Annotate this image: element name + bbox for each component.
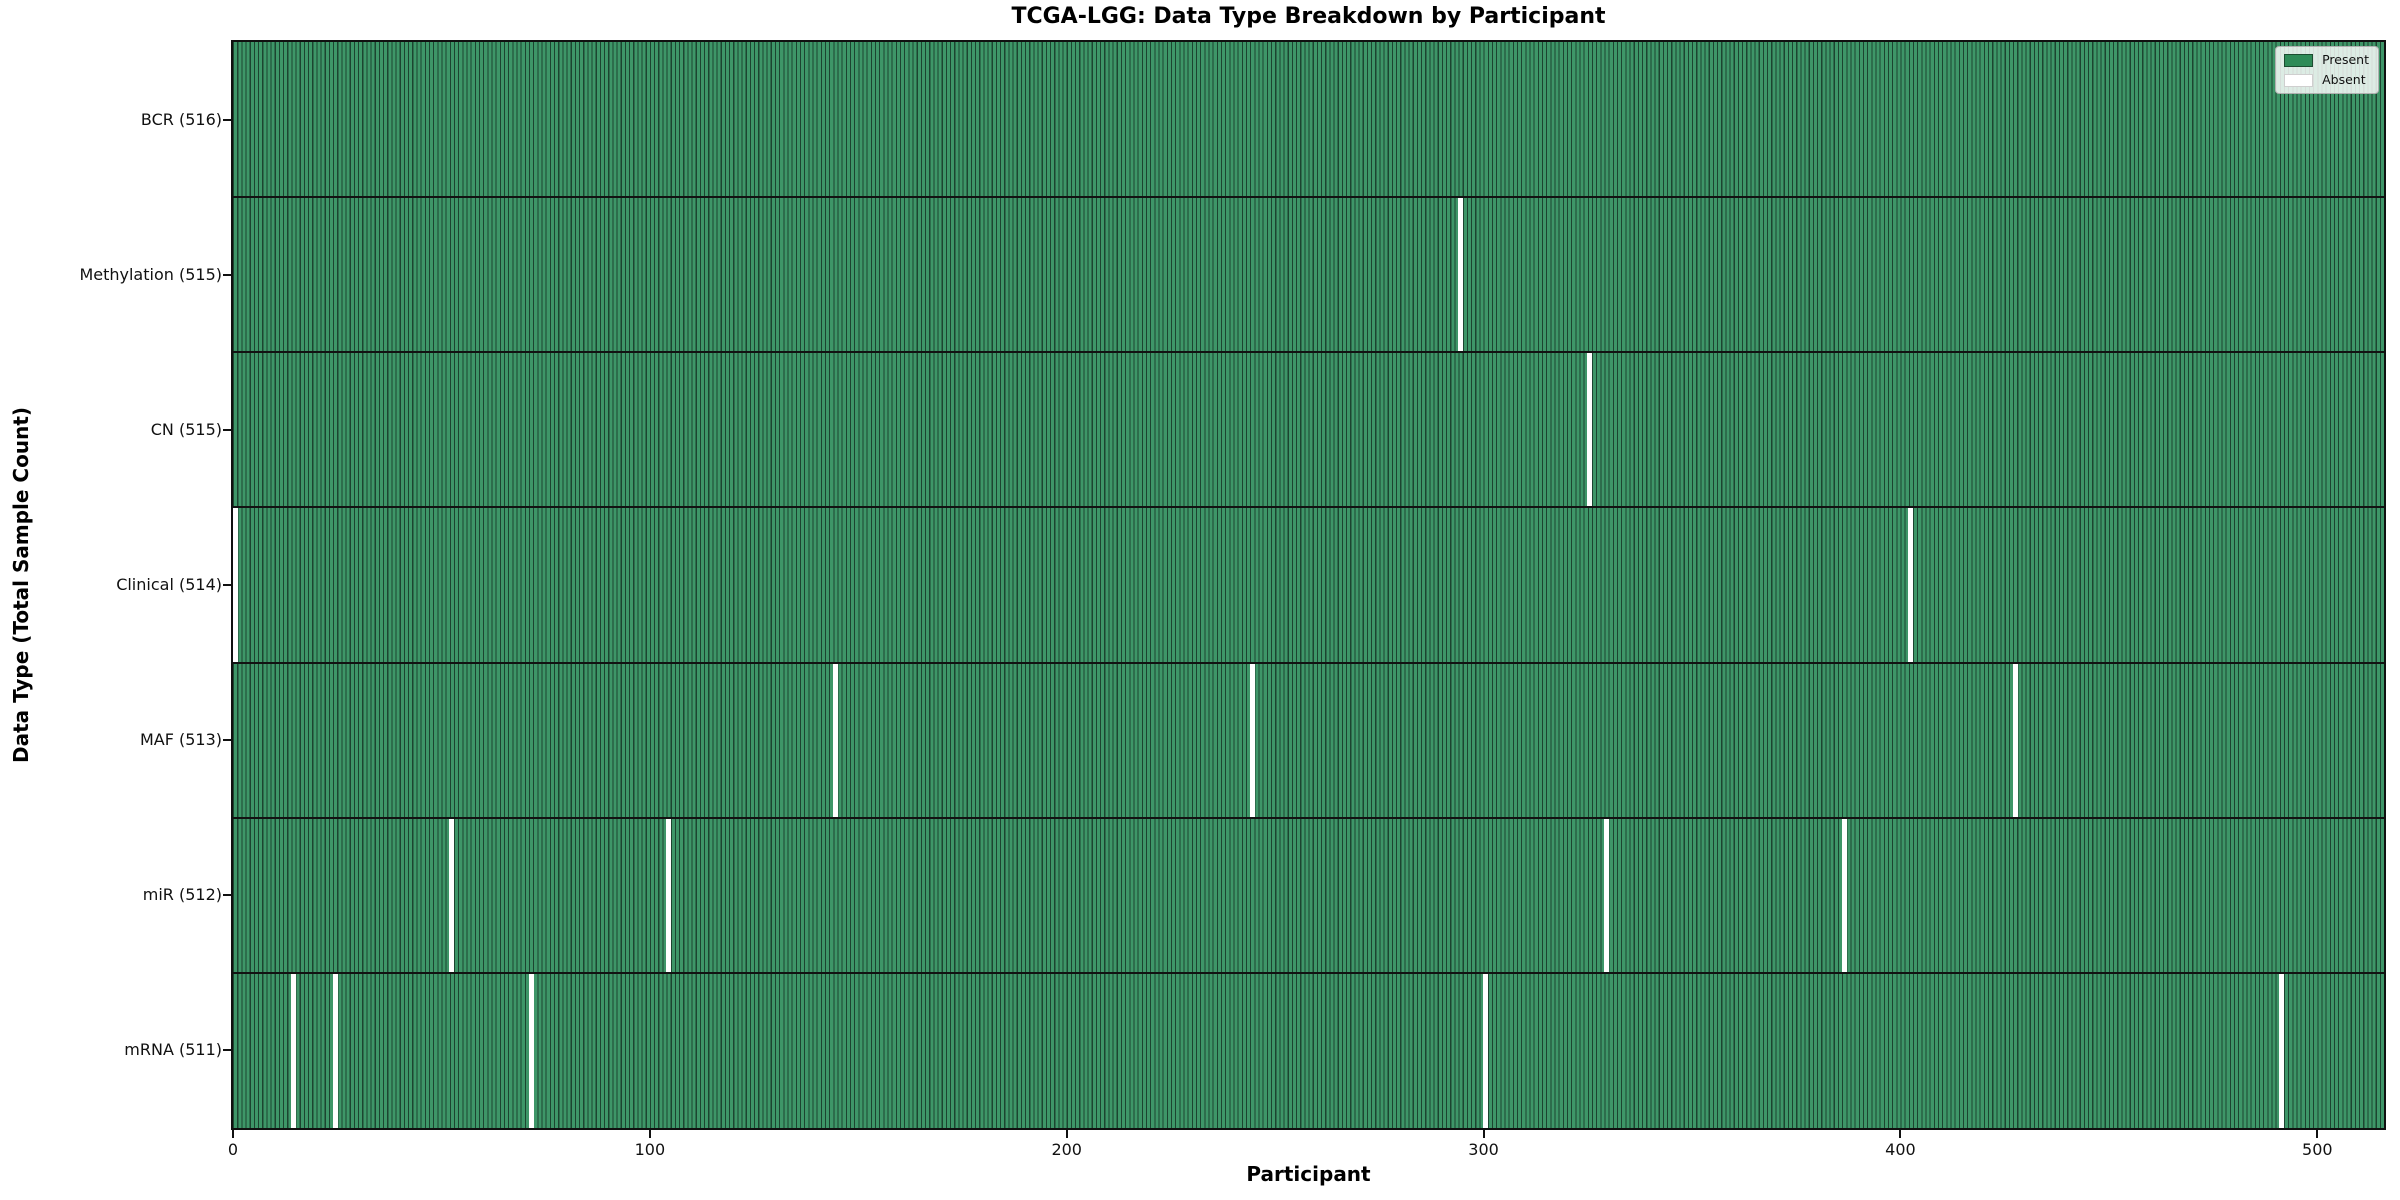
- absent-gap: [233, 507, 239, 663]
- heatmap-row-clinical: [233, 507, 2384, 663]
- y-tick-mark: [223, 584, 231, 586]
- legend-label-absent: Absent: [2322, 72, 2366, 87]
- x-tick-mark: [232, 1130, 234, 1138]
- y-tick-mark: [223, 428, 231, 431]
- x-tick-label: 0: [227, 1140, 239, 1159]
- x-tick-mark: [2316, 1130, 2319, 1138]
- x-tick-label: 100: [634, 1140, 666, 1159]
- heatmap-row-maf: [233, 662, 2384, 818]
- y-tick-label: CN (515): [150, 419, 222, 439]
- heatmap-row-mir: [233, 817, 2384, 973]
- absent-gap: [2012, 662, 2018, 818]
- absent-gap: [832, 662, 838, 818]
- y-tick-label: mRNA (511): [124, 1040, 222, 1060]
- x-tick-mark: [1899, 1130, 1902, 1138]
- row-divider: [233, 816, 2384, 819]
- absent-gap: [332, 972, 338, 1128]
- absent-gap: [1483, 972, 1489, 1128]
- absent-gap: [290, 972, 297, 1128]
- heatmap-row-mrna: [233, 972, 2384, 1128]
- absent-gap: [1458, 197, 1464, 353]
- heatmap-rows-container: [233, 42, 2384, 1128]
- y-tick-label: BCR (516): [140, 109, 222, 129]
- x-axis-label: Participant: [1246, 1162, 1371, 1186]
- absent-gap: [1908, 507, 1914, 663]
- legend-label-present: Present: [2322, 52, 2369, 67]
- absent-gap: [2279, 972, 2285, 1128]
- absent-gap: [1841, 817, 1847, 973]
- legend-item-absent: Absent: [2284, 73, 2369, 87]
- legend-item-present: Present: [2284, 53, 2369, 67]
- heatmap-row-cn: [233, 352, 2384, 508]
- heatmap-row-methylation: [233, 197, 2384, 353]
- row-divider: [233, 971, 2384, 974]
- y-tick-mark: [223, 1049, 231, 1052]
- row-divider: [233, 351, 2384, 354]
- absent-gap: [528, 972, 534, 1128]
- absent-gap: [449, 817, 455, 973]
- y-tick-mark: [223, 273, 231, 276]
- y-tick-label: MAF (513): [139, 730, 222, 750]
- heatmap-row-bcr: [233, 42, 2384, 198]
- legend-swatch-absent-icon: [2284, 73, 2314, 87]
- row-divider: [233, 196, 2384, 199]
- row-divider: [233, 661, 2384, 664]
- x-tick-label: 500: [2302, 1140, 2333, 1159]
- x-tick-mark: [1065, 1130, 1068, 1138]
- absent-gap: [666, 817, 672, 973]
- legend-swatch-present-icon: [2284, 53, 2314, 67]
- absent-gap: [1604, 817, 1610, 973]
- row-divider: [233, 506, 2384, 509]
- x-tick-mark: [1482, 1130, 1485, 1138]
- y-tick-label: miR (512): [142, 885, 222, 905]
- x-tick-label: 200: [1051, 1140, 1082, 1159]
- y-tick-mark: [223, 739, 231, 742]
- y-tick-label: Clinical (514): [116, 575, 222, 594]
- y-tick-label: Methylation (515): [79, 264, 222, 284]
- absent-gap: [1249, 662, 1255, 818]
- y-tick-mark: [223, 118, 231, 121]
- chart-title: TCGA-LGG: Data Type Breakdown by Partici…: [1011, 4, 1606, 29]
- x-tick-mark: [648, 1130, 651, 1138]
- absent-gap: [1587, 352, 1593, 508]
- x-tick-label: 300: [1468, 1140, 1499, 1159]
- x-tick-label: 400: [1885, 1140, 1916, 1159]
- y-tick-mark: [223, 894, 231, 897]
- plot-area: Present Absent: [231, 40, 2386, 1130]
- legend: Present Absent: [2275, 46, 2379, 94]
